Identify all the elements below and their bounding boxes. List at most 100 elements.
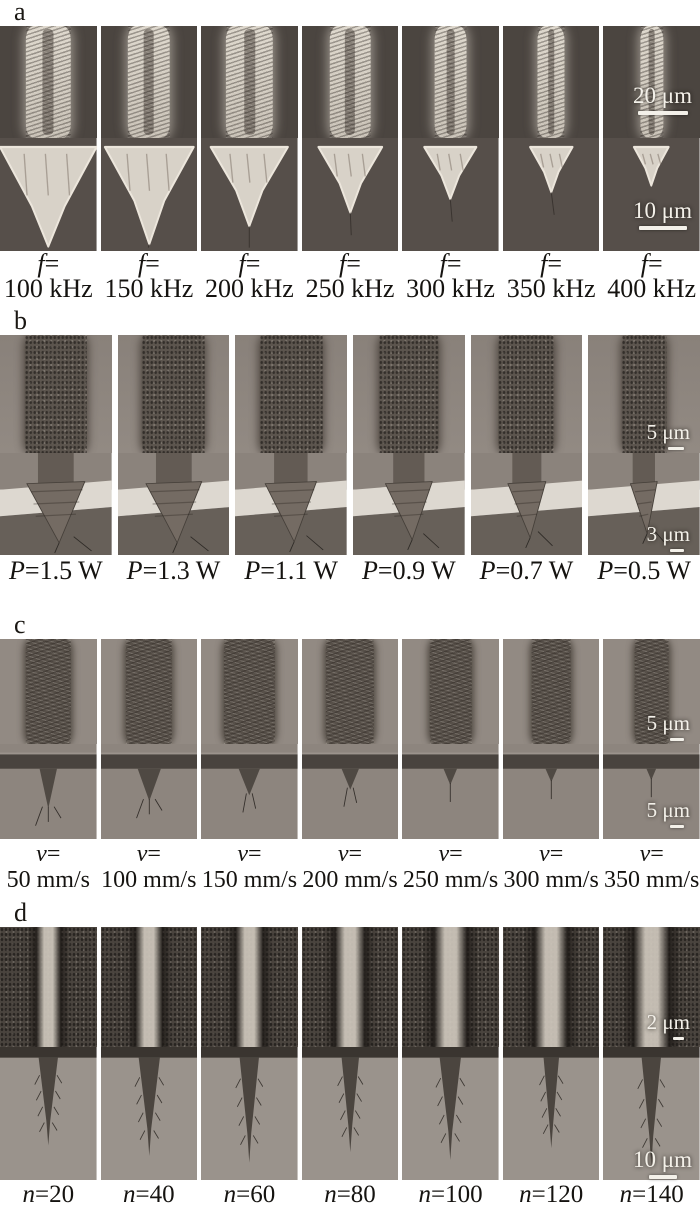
param-variable: n	[223, 1181, 237, 1208]
groove-stripe	[537, 26, 565, 138]
param-value: 50 mm/s	[6, 867, 90, 893]
param-label: P=1.1 W	[235, 555, 347, 587]
sem-cross-section-image	[502, 744, 600, 839]
sem-top-view-image	[301, 26, 399, 138]
groove-stripe	[434, 26, 467, 138]
param-label: P=1.3 W	[118, 555, 230, 587]
param-assign: =	[632, 1181, 647, 1208]
sem-top-view-image	[201, 927, 298, 1047]
sem-cross-section-svg	[201, 138, 298, 251]
scale-bar-line	[637, 111, 688, 116]
sem-top-view-image	[502, 927, 600, 1047]
sem-cross-section-image	[470, 453, 583, 555]
sem-cross-section-svg	[100, 1047, 198, 1180]
scale-bar-bottom: 5 μm	[647, 798, 690, 829]
param-variable: f	[37, 249, 45, 278]
panel-c: c 5 μm 5 μm v= 50 mm/s v= 100 mm/s v= 150 mm/s v…	[0, 612, 700, 893]
sem-column-d6	[502, 927, 600, 1180]
sem-cross-section-image	[301, 138, 399, 251]
sem-cross-section-image	[402, 1047, 499, 1180]
sem-cross-section-svg	[502, 1047, 600, 1180]
param-assign: =	[549, 841, 564, 867]
sem-cross-section-image	[603, 138, 700, 251]
sem-top-view-image	[100, 26, 198, 138]
param-variable: n	[324, 1181, 337, 1208]
param-variable: f	[238, 249, 246, 278]
scale-bar-line	[670, 738, 684, 742]
param-label-line2: 300 kHz	[402, 274, 499, 303]
param-label-line1: f=	[101, 249, 198, 278]
param-value: 300 mm/s	[503, 867, 599, 893]
sem-top-view-image	[502, 26, 600, 138]
param-label: f= 350 kHz	[503, 249, 600, 302]
param-assign: =	[449, 841, 463, 867]
param-label: f= 300 kHz	[402, 251, 499, 303]
scale-bar-bottom: 3 μm	[647, 522, 690, 553]
param-value: 0.9 W	[392, 556, 456, 585]
param-label: n=80	[302, 1180, 399, 1210]
groove-stripe	[621, 335, 667, 453]
sem-cross-section-image	[235, 453, 347, 555]
sem-column-a6	[502, 26, 600, 251]
param-assign: =	[348, 841, 363, 867]
sem-cross-section-svg	[603, 744, 700, 839]
groove-stripe	[640, 26, 664, 138]
groove-stripe	[127, 26, 171, 138]
sem-cross-section-svg	[201, 744, 298, 839]
scale-bar-top: 5 μm	[647, 711, 690, 742]
sem-column-a5	[402, 26, 499, 251]
sem-column-c1	[0, 639, 97, 839]
param-label-line2: 250 kHz	[302, 276, 399, 302]
param-value: 200 mm/s	[302, 867, 398, 893]
param-variable: v	[639, 841, 651, 867]
param-variable: P	[362, 556, 378, 585]
sem-cross-section-svg	[352, 453, 465, 555]
sem-top-view-image	[402, 639, 499, 744]
param-value: 140	[646, 1181, 684, 1208]
sem-cross-section-image	[588, 453, 700, 555]
param-label: f= 100 kHz	[0, 249, 97, 302]
scale-bar-line	[670, 825, 684, 829]
param-assign: =	[431, 1181, 446, 1208]
sem-column-a7	[603, 26, 700, 251]
param-label: P=0.5 W	[588, 555, 700, 587]
param-value: 1.1 W	[274, 556, 338, 585]
param-label-line2: 50 mm/s	[0, 867, 97, 893]
param-assign: =	[377, 556, 393, 585]
param-assign: =	[46, 841, 61, 867]
sem-top-view-image	[117, 335, 230, 453]
param-variable: n	[619, 1181, 633, 1208]
param-value: 300 kHz	[406, 274, 495, 303]
scale-bar-text: 20 μm	[633, 83, 692, 108]
sem-cross-section-svg	[402, 744, 499, 839]
groove-stripe	[142, 335, 205, 453]
sem-cross-section-svg	[0, 453, 112, 555]
param-assign: =	[247, 841, 262, 867]
sem-top-view-image	[588, 335, 700, 453]
sem-cross-section-svg	[588, 453, 700, 555]
param-label: v= 200 mm/s	[302, 841, 399, 893]
param-label-line1: f=	[302, 251, 399, 277]
sem-column-b5	[470, 335, 583, 555]
param-assign: =	[34, 1181, 50, 1208]
sem-column-a4	[301, 26, 399, 251]
param-variable: n	[519, 1181, 532, 1208]
param-assign: =	[650, 841, 664, 867]
sem-image-row-a: 20 μm 10 μm	[0, 26, 700, 251]
param-variable: P	[126, 556, 143, 585]
param-assign: =	[547, 249, 563, 278]
scale-bar-line	[668, 447, 684, 451]
param-label: v= 250 mm/s	[402, 841, 499, 893]
param-label-line1: f=	[201, 249, 298, 278]
groove-stripe	[378, 335, 440, 453]
param-label-line2: 150 kHz	[101, 276, 198, 302]
groove-stripe	[125, 639, 173, 744]
param-value: 20	[49, 1181, 75, 1208]
param-assign: =	[145, 249, 160, 278]
label-row-c: v= 50 mm/s v= 100 mm/s v= 150 mm/s v= 200 mm/s v…	[0, 839, 700, 893]
groove-stripe	[325, 639, 375, 744]
param-variable: P	[479, 556, 496, 585]
param-variable: v	[237, 841, 248, 867]
param-value: 250 mm/s	[402, 867, 499, 893]
